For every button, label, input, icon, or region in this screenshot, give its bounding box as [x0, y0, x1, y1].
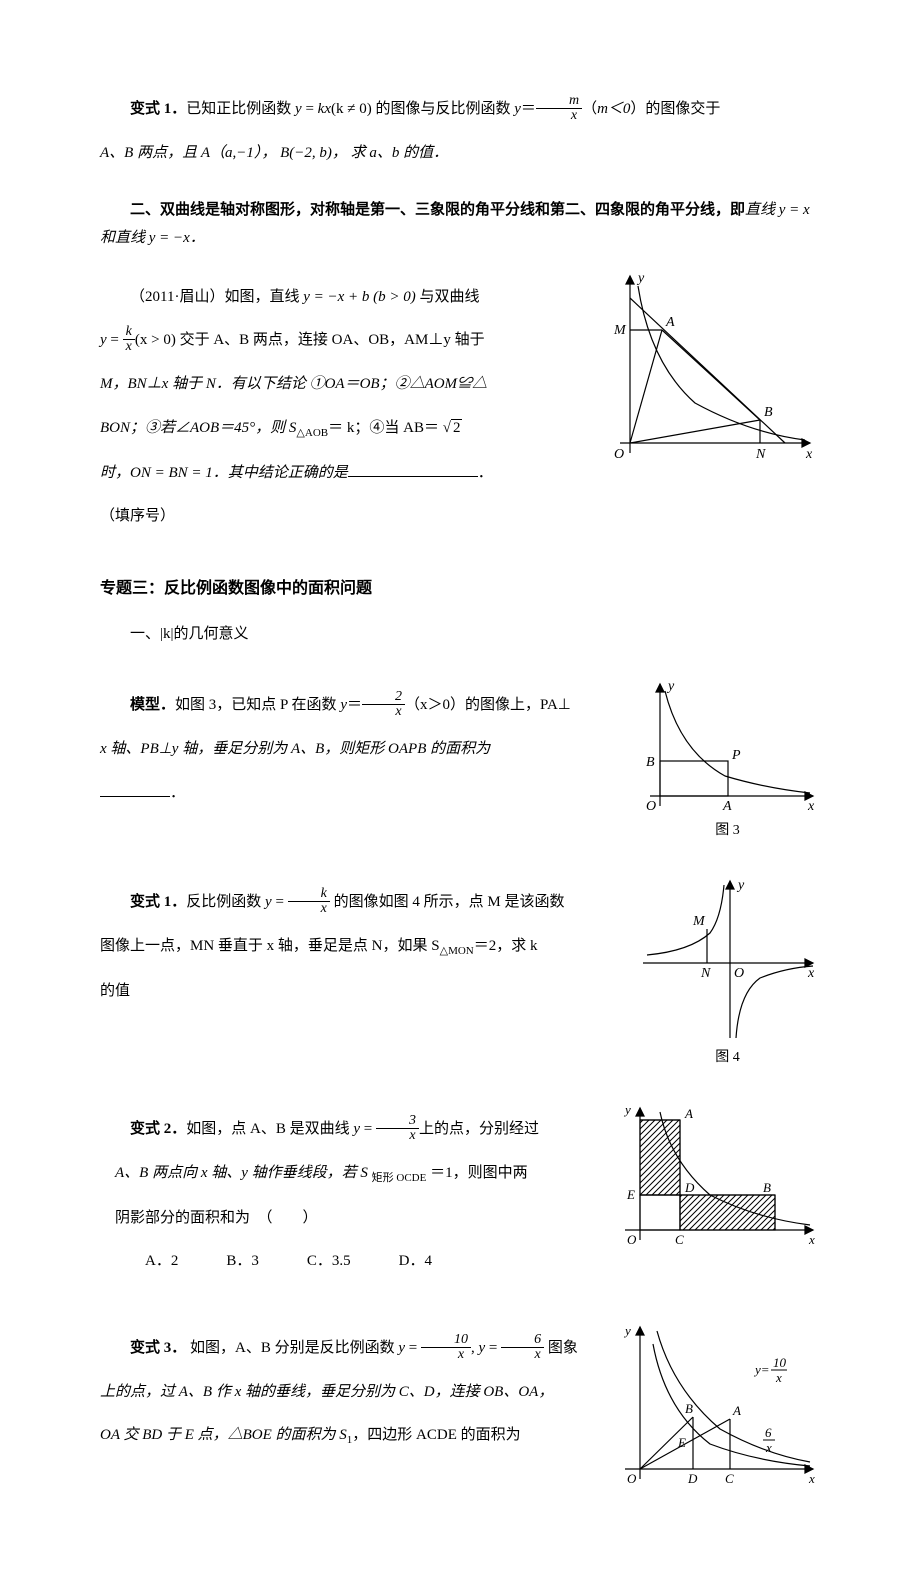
svg-text:N: N [700, 966, 711, 981]
svg-text:A: A [732, 1403, 741, 1418]
svg-text:y: y [636, 271, 645, 286]
diagram-fig3: O A B P x y [635, 676, 820, 816]
svg-text:O: O [734, 966, 744, 981]
answer-blank-2[interactable] [100, 781, 170, 797]
svg-text:N: N [755, 447, 766, 462]
svg-text:O: O [646, 799, 656, 814]
model-block: 模型．如图 3，已知点 P 在函数 y＝2x（x＞0）的图像上，PA⊥ x 轴、… [100, 676, 820, 845]
p1-lead: 变式 1． [130, 101, 186, 117]
diagram-fig4: O M N x y [635, 873, 820, 1043]
svg-text:y: y [736, 878, 745, 893]
topic3: 专题三：反比例函数图像中的面积问题 一、|k|的几何意义 [100, 574, 820, 649]
p4-lead: 变式 1． [130, 894, 186, 910]
svg-text:A: A [722, 799, 732, 814]
answer-blank-1[interactable] [348, 461, 478, 477]
diagram-sec2: O M A B N x y [600, 268, 820, 463]
model-lead: 模型． [130, 697, 175, 713]
svg-text:B: B [764, 405, 773, 420]
svg-text:A: A [684, 1106, 693, 1121]
sec2-heading: 二、双曲线是轴对称图形，对称轴是第一、三象限的角平分线和第二、四象限的角平分线，… [100, 196, 820, 253]
svg-text:y: y [623, 1323, 631, 1338]
svg-text:M: M [692, 914, 706, 929]
svg-text:x: x [808, 1471, 815, 1486]
sec2-text: （2011·眉山）如图，直线 y = −x + b (b > 0) 与双曲线 y… [100, 268, 588, 546]
p1-line1: 变式 1．已知正比例函数 y = kx(k ≠ 0) 的图像与反比例函数 y＝m… [100, 95, 820, 124]
svg-text:D: D [687, 1471, 698, 1486]
svg-text:B: B [646, 755, 655, 770]
bianshi3-block: 变式 3． 如图，A、B 分别是反比例函数 y = 10x, y = 6x 图象… [100, 1319, 820, 1489]
svg-text:C: C [675, 1232, 684, 1247]
problem-bianshi1: 变式 1．已知正比例函数 y = kx(k ≠ 0) 的图像与反比例函数 y＝m… [100, 95, 820, 168]
svg-text:M: M [613, 323, 627, 338]
diagram-fig5: O C D E A B x y [615, 1100, 820, 1250]
svg-text:y: y [623, 1102, 631, 1117]
bianshi2-block: 变式 2．如图，点 A、B 是双曲线 y = 3x上的点，分别经过 A、B 两点… [100, 1100, 820, 1291]
svg-text:E: E [626, 1187, 635, 1202]
svg-text:x: x [775, 1370, 782, 1385]
svg-text:D: D [684, 1180, 695, 1195]
bianshi1b-block: 变式 1．反比例函数 y = kx 的图像如图 4 所示，点 M 是该函数 图像… [100, 873, 820, 1072]
topic3-heading: 专题三：反比例函数图像中的面积问题 [100, 574, 820, 604]
svg-text:O: O [614, 447, 624, 462]
svg-text:y=: y= [753, 1362, 770, 1377]
svg-text:C: C [725, 1471, 734, 1486]
svg-text:10: 10 [773, 1355, 787, 1370]
diagram-fig6: O D C E B A x y y= 10 x 6 x [615, 1319, 820, 1489]
fig4: O M N x y 图 4 [635, 873, 820, 1072]
p6-lead: 变式 3． [130, 1340, 186, 1356]
fig4-caption: 图 4 [635, 1045, 820, 1072]
p5-lead: 变式 2． [130, 1121, 186, 1137]
svg-text:B: B [685, 1401, 693, 1416]
svg-text:O: O [627, 1232, 637, 1247]
topic3-sub: 一、|k|的几何意义 [100, 620, 820, 649]
p5-choices[interactable]: A．2B．3C．3.5D．4 [100, 1247, 603, 1276]
svg-text:x: x [807, 799, 815, 814]
p1-line2: A、B 两点，且 A（a,−1）， B(−2, b)， 求 a、b 的值． [100, 139, 820, 168]
svg-text:E: E [677, 1435, 686, 1450]
svg-text:6: 6 [765, 1425, 772, 1440]
section-2: 二、双曲线是轴对称图形，对称轴是第一、三象限的角平分线和第二、四象限的角平分线，… [100, 196, 820, 546]
svg-text:x: x [808, 1232, 815, 1247]
svg-text:B: B [763, 1180, 771, 1195]
svg-text:A: A [665, 315, 675, 330]
svg-text:O: O [627, 1471, 637, 1486]
svg-text:y: y [666, 679, 675, 694]
fig3-caption: 图 3 [635, 818, 820, 845]
svg-text:x: x [807, 966, 815, 981]
svg-text:x: x [765, 1440, 772, 1455]
svg-text:x: x [805, 447, 813, 462]
fig-sec2: O M A B N x y [600, 268, 820, 463]
fig5: O C D E A B x y [615, 1100, 820, 1250]
fig6: O D C E B A x y y= 10 x 6 x [615, 1319, 820, 1489]
fig3: O A B P x y 图 3 [635, 676, 820, 845]
svg-text:P: P [731, 748, 741, 763]
